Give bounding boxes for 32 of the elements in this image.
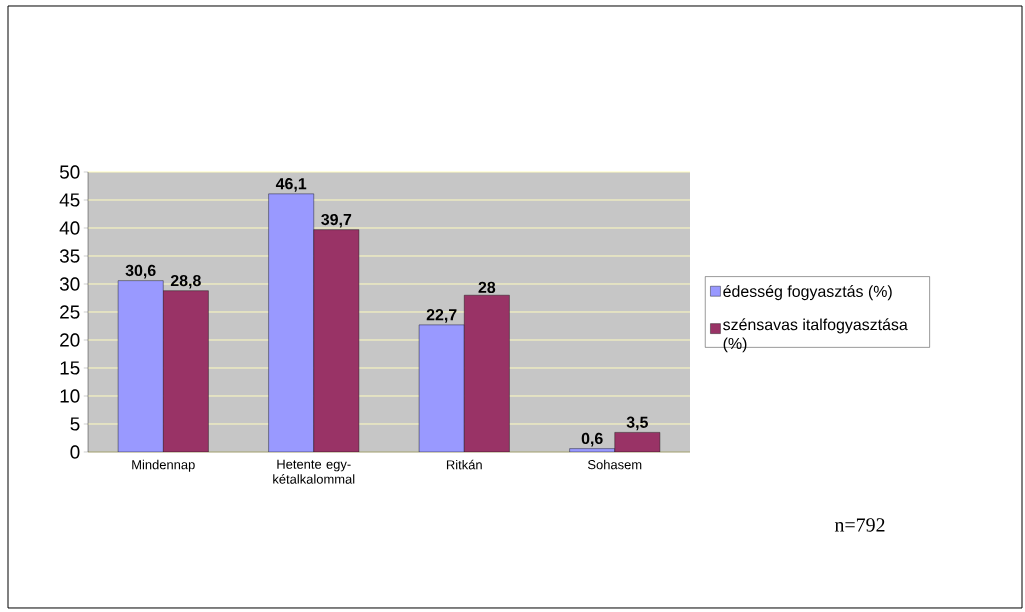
y-tick-label: 30 [59, 277, 80, 291]
x-tick-label: Ritkán [446, 459, 482, 470]
data-label: 28,8 [170, 274, 201, 289]
y-tick-label: 10 [60, 389, 80, 403]
bar [163, 290, 209, 452]
data-label: 46,1 [275, 178, 307, 192]
bar [464, 295, 510, 452]
y-tick-label: 5 [70, 417, 80, 431]
y-tick-label: 25 [60, 305, 80, 319]
data-label: 30,6 [125, 264, 156, 279]
x-tick-label: Hetente egy-kétalkalommal [273, 459, 355, 484]
y-tick-label: 50 [59, 165, 80, 179]
legend-label: szénsavas italfogyasztása (%) [723, 318, 908, 353]
y-tick-label: 20 [60, 333, 80, 347]
legend-label: édesség fogyasztás (%) [723, 285, 892, 301]
data-label: 39,7 [321, 213, 352, 228]
y-tick-label: 15 [60, 361, 80, 375]
bar [268, 193, 314, 452]
bar [313, 229, 359, 452]
y-tick-label: 40 [59, 221, 80, 235]
y-tick-label: 0 [70, 445, 80, 459]
y-tick-label: 45 [59, 193, 80, 207]
x-tick-label: Sohasem [587, 459, 642, 470]
text: n=792 [834, 518, 885, 532]
data-label: 22,7 [426, 309, 457, 323]
x-tick-label: Mindennap [132, 459, 195, 472]
data-label: 0,6 [581, 432, 603, 447]
data-label: 3,5 [626, 416, 648, 431]
bar [419, 324, 465, 452]
y-tick-label: 35 [59, 249, 80, 263]
data-label: 28 [478, 281, 496, 293]
bar [118, 280, 164, 452]
